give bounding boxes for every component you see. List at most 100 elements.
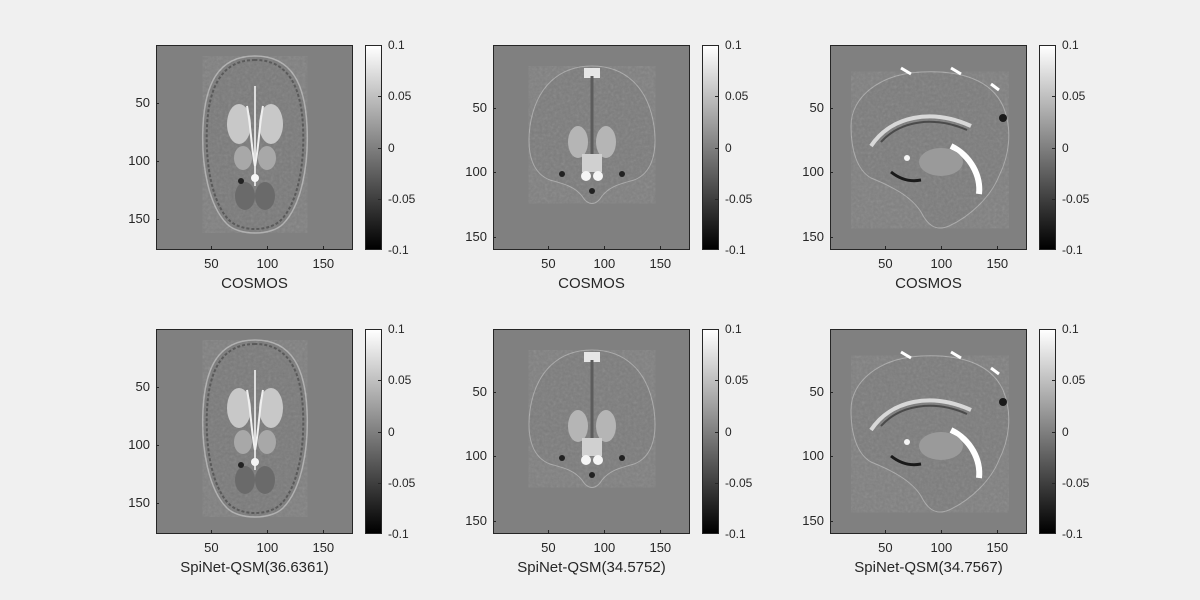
y-tick-mark <box>156 160 159 162</box>
colorbar-tick-mark <box>1052 533 1056 534</box>
colorbar-tick-label: 0 <box>388 140 395 155</box>
y-tick-label: 100 <box>465 164 487 180</box>
x-tick-label: 150 <box>649 540 672 555</box>
y-tick-mark <box>156 444 159 446</box>
colorbar-tick-mark <box>378 533 382 534</box>
panel-title: SpiNet-QSM(34.5752) <box>517 559 666 576</box>
x-tick-mark <box>267 530 269 533</box>
x-tick-label: 150 <box>649 256 672 271</box>
x-tick-mark <box>548 246 550 249</box>
y-tick-label: 50 <box>472 100 487 116</box>
colorbar-tick-mark <box>378 431 382 433</box>
colorbar-tick-mark <box>1052 198 1056 200</box>
x-tick-mark <box>211 246 213 249</box>
colorbar-tick-mark <box>1052 147 1056 149</box>
y-tick-label: 150 <box>128 495 150 511</box>
colorbar-tick-mark <box>1052 482 1056 484</box>
coronal-brain-slice-image <box>528 349 656 488</box>
y-tick-mark <box>493 456 496 458</box>
y-tick-label: 50 <box>135 94 150 110</box>
x-tick-mark <box>885 530 887 533</box>
x-tick-label: 150 <box>312 540 335 555</box>
coronal-brain-slice-image <box>528 65 656 204</box>
x-tick-mark <box>660 246 662 249</box>
image-axes-r2c3 <box>830 329 1027 534</box>
x-tick-label: 100 <box>930 540 953 555</box>
x-tick-label: 100 <box>256 256 279 271</box>
colorbar-tick-mark <box>715 533 719 534</box>
panel-title: COSMOS <box>895 275 962 292</box>
y-tick-mark <box>830 108 833 110</box>
colorbar-tick-mark <box>715 249 719 250</box>
x-tick-mark <box>941 246 943 249</box>
y-tick-mark <box>493 520 496 522</box>
x-tick-mark <box>211 530 213 533</box>
colorbar-tick-label: -0.1 <box>725 527 746 541</box>
y-tick-mark <box>830 392 833 394</box>
x-tick-label: 50 <box>541 540 556 555</box>
x-tick-mark <box>997 246 999 249</box>
y-tick-mark <box>156 503 159 505</box>
colorbar-tick-label: 0 <box>725 140 732 155</box>
y-tick-mark <box>830 236 833 238</box>
colorbar-tick-label: 0.1 <box>725 38 742 52</box>
y-tick-mark <box>493 172 496 174</box>
x-tick-label: 150 <box>312 256 335 271</box>
x-tick-mark <box>323 530 325 533</box>
colorbar-tick-label: 0.05 <box>388 89 412 104</box>
colorbar-tick-mark <box>1052 380 1056 382</box>
colorbar-tick-label: 0.05 <box>1062 89 1086 104</box>
colorbar-tick-label: 0.05 <box>388 373 412 388</box>
y-tick-mark <box>493 108 496 110</box>
x-tick-label: 100 <box>593 256 616 271</box>
colorbar-tick-label: 0 <box>1062 424 1069 439</box>
colorbar-tick-mark <box>378 96 382 98</box>
colorbar-tick-label: -0.05 <box>388 475 416 490</box>
x-tick-label: 150 <box>986 540 1009 555</box>
colorbar-tick-mark <box>378 45 382 46</box>
colorbar-tick-mark <box>715 45 719 46</box>
colorbar-tick-label: 0.05 <box>725 373 749 388</box>
x-tick-label: 100 <box>930 256 953 271</box>
colorbar-tick-label: -0.1 <box>388 527 409 541</box>
colorbar-tick-label: -0.1 <box>725 243 746 257</box>
y-tick-label: 150 <box>802 228 824 244</box>
colorbar-tick-mark <box>1052 96 1056 98</box>
y-tick-label: 150 <box>465 512 487 528</box>
y-tick-mark <box>156 102 159 104</box>
image-axes-r1c1 <box>156 45 353 250</box>
colorbar-tick-mark <box>715 147 719 149</box>
x-tick-label: 50 <box>878 540 893 555</box>
colorbar-tick-mark <box>715 380 719 382</box>
x-tick-label: 50 <box>204 256 219 271</box>
panel-title: SpiNet-QSM(36.6361) <box>180 559 329 576</box>
colorbar-tick-label: 0.1 <box>1062 38 1079 52</box>
colorbar-tick-label: -0.05 <box>725 191 753 206</box>
colorbar-tick-mark <box>378 249 382 250</box>
colorbar-tick-mark <box>1052 431 1056 433</box>
colorbar-tick-mark <box>715 96 719 98</box>
y-tick-mark <box>830 172 833 174</box>
image-axes-r2c2 <box>493 329 690 534</box>
panel-title: COSMOS <box>558 275 625 292</box>
colorbar-tick-label: 0.05 <box>1062 373 1086 388</box>
y-tick-label: 50 <box>135 378 150 394</box>
x-tick-mark <box>941 530 943 533</box>
y-tick-mark <box>493 236 496 238</box>
x-tick-label: 150 <box>986 256 1009 271</box>
y-tick-label: 50 <box>472 384 487 400</box>
image-axes-r2c1 <box>156 329 353 534</box>
x-tick-mark <box>548 530 550 533</box>
colorbar-tick-mark <box>378 147 382 149</box>
colorbar-tick-label: 0 <box>725 424 732 439</box>
x-tick-mark <box>604 246 606 249</box>
sagittal-brain-slice-image <box>850 66 1010 229</box>
axial-brain-slice-image <box>201 339 309 518</box>
y-tick-label: 50 <box>809 384 824 400</box>
y-tick-label: 150 <box>465 228 487 244</box>
colorbar-tick-label: 0.1 <box>388 322 405 336</box>
y-tick-label: 100 <box>128 436 150 452</box>
image-axes-r1c3 <box>830 45 1027 250</box>
colorbar-tick-label: 0.1 <box>388 38 405 52</box>
x-tick-mark <box>323 246 325 249</box>
